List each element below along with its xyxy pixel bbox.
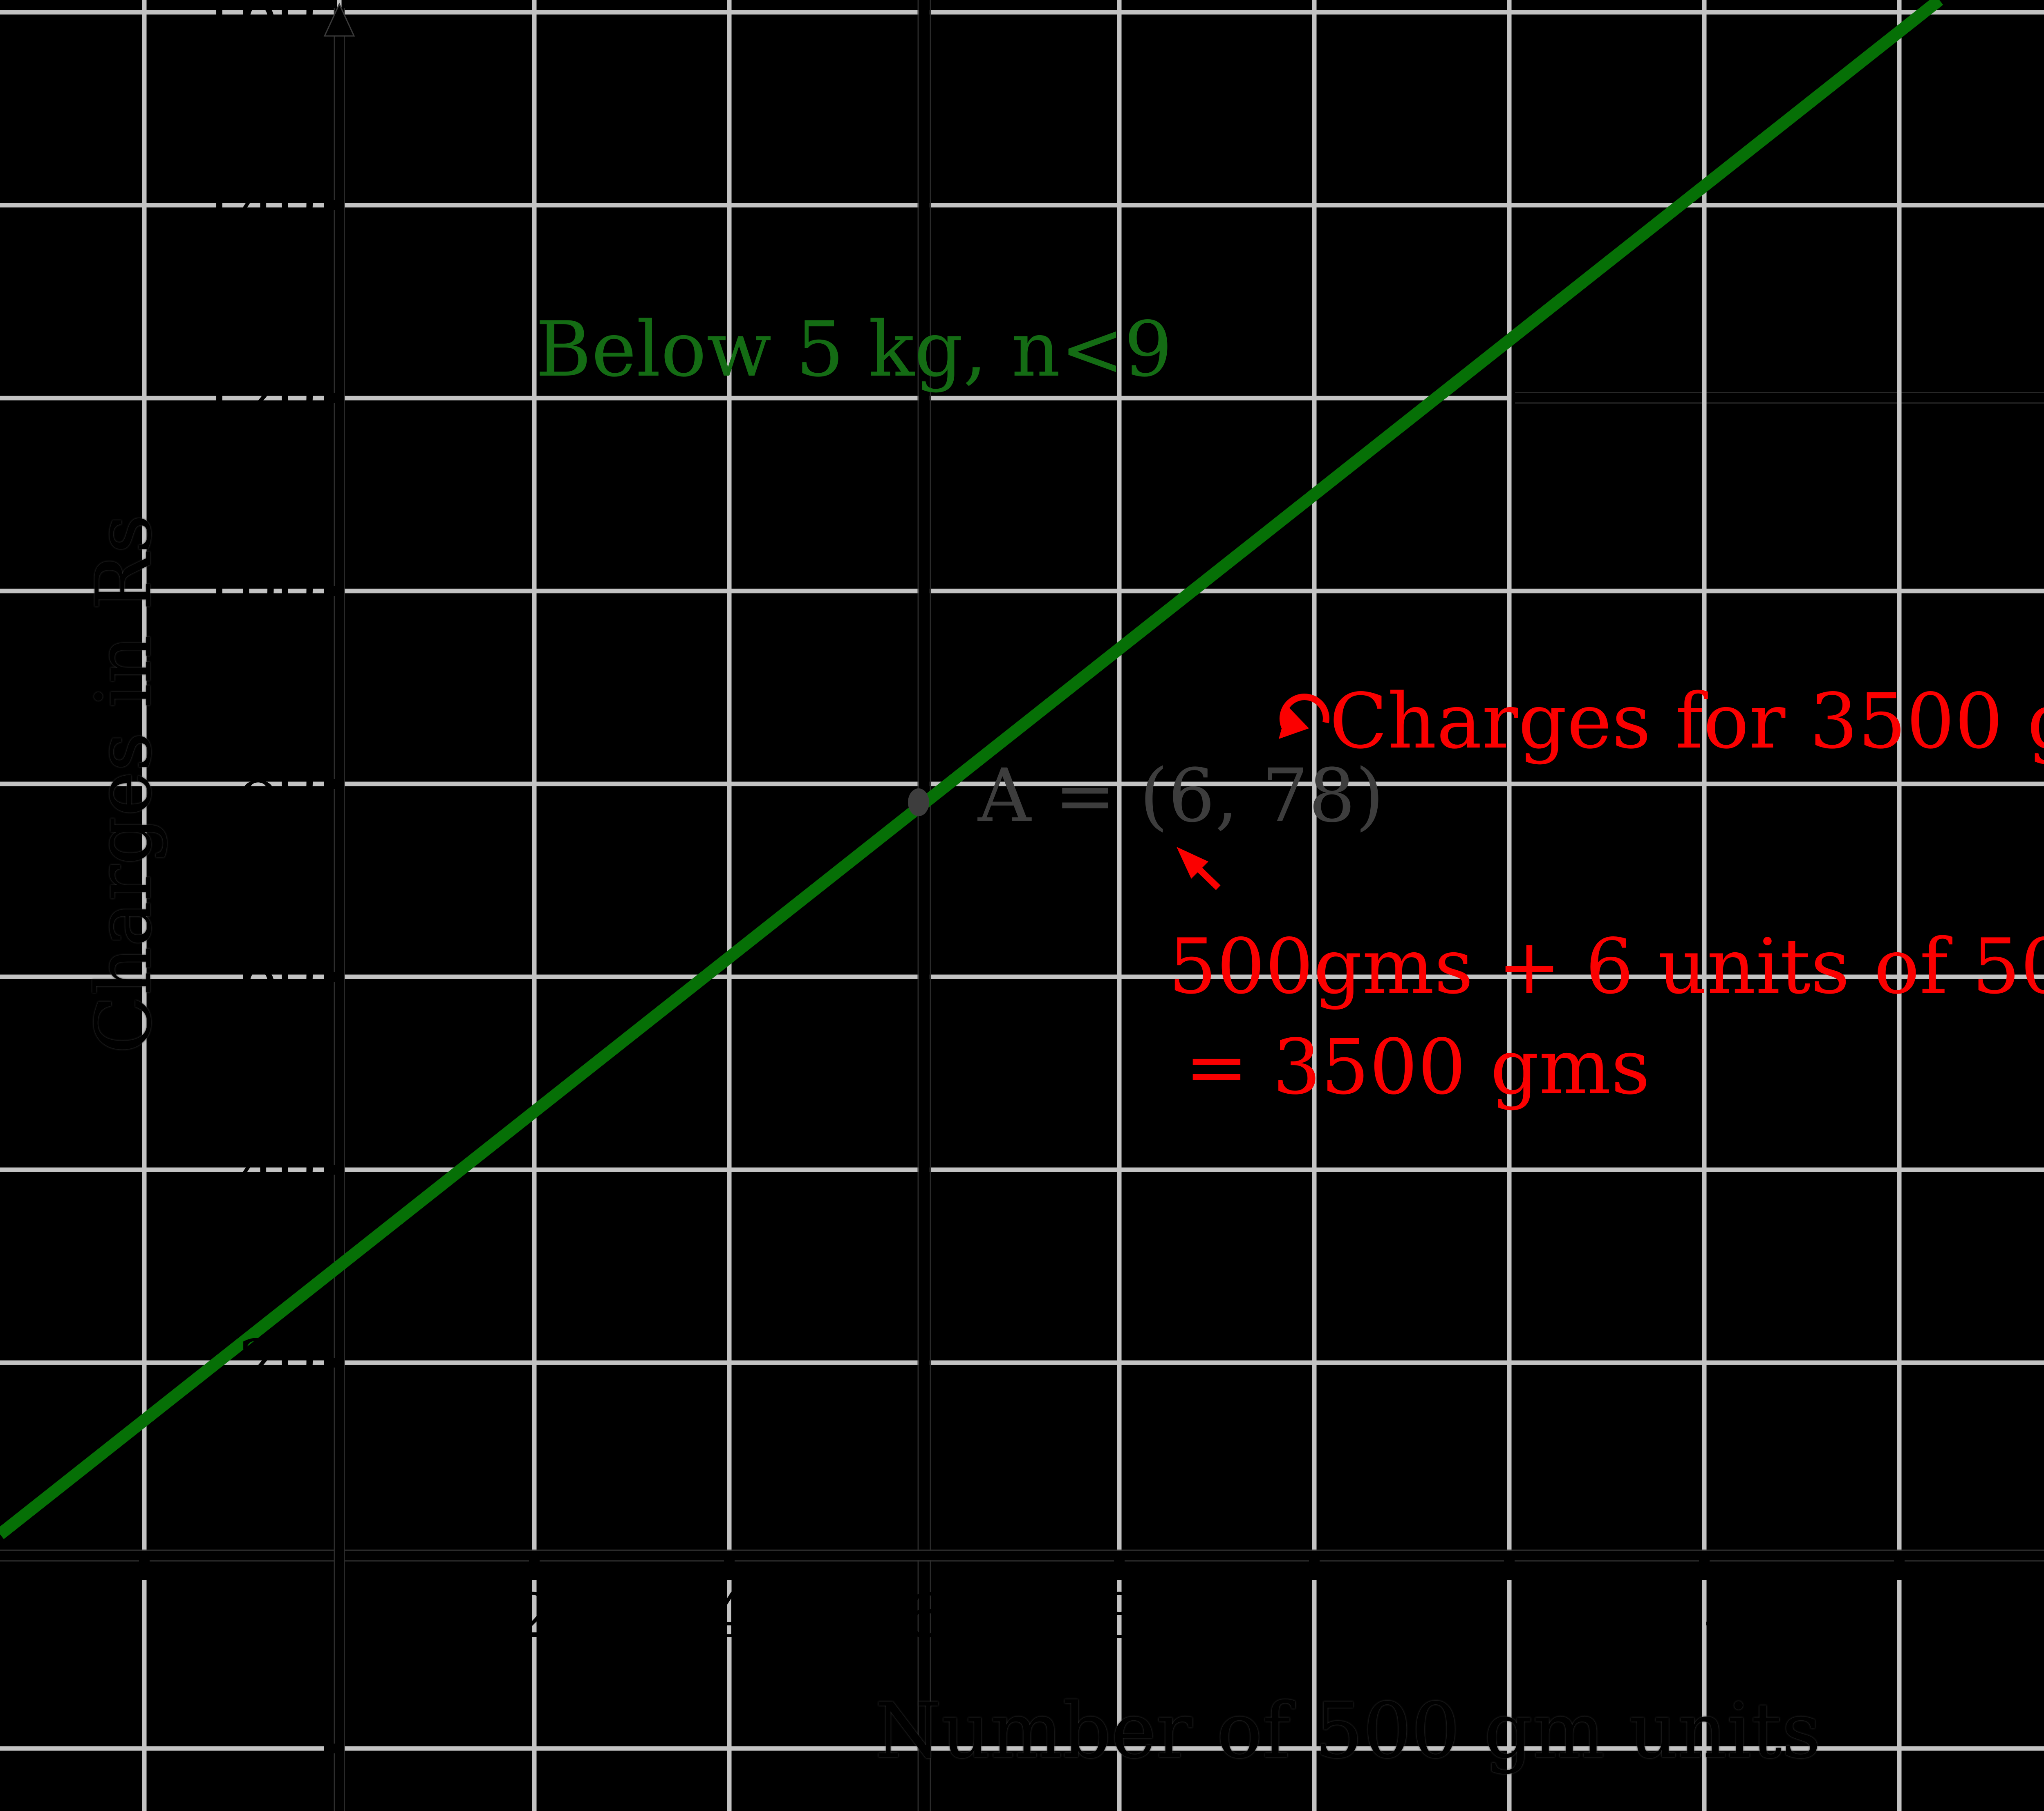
- y-axis-arrow-icon: [323, 2, 355, 37]
- y-tick-label: 40: [239, 1134, 317, 1205]
- y-tick-label: 160: [199, 0, 317, 48]
- y-axis: [323, 2, 355, 1811]
- helper-line-x6: [917, 0, 931, 1811]
- x-axis-ticks: [139, 1552, 1905, 1580]
- x-tick-label: 18: [2033, 1586, 2044, 1647]
- green-charges-line: [0, 0, 1943, 1539]
- x-tick-label: 12: [1470, 1581, 1549, 1652]
- grid-vertical-lines: [142, 0, 1902, 1811]
- y-axis-title: Charges in Rs: [79, 514, 168, 1054]
- x-tick-label: 16: [1860, 1581, 1939, 1652]
- x-axis: [0, 1549, 2044, 1580]
- point-a-label: A = (6, 78): [978, 753, 1384, 839]
- x-tick-label: 14: [1665, 1581, 1744, 1652]
- equals-annotation: = 3500 gms: [1185, 1023, 1650, 1111]
- y-tick-label: 60: [239, 941, 317, 1012]
- helper-segment-y120: [1511, 392, 2044, 404]
- x-tick-label: 10: [1275, 1581, 1354, 1652]
- sum-annotation: 500gms + 6 units of 500gms: [1168, 922, 2044, 1011]
- y-axis-ticks: [324, 200, 339, 1753]
- y-tick-label: 100: [199, 555, 317, 627]
- red-arrow-curved-icon: [1279, 694, 1329, 739]
- x-tick-label: 2: [515, 1581, 554, 1652]
- x-tick-label: 6: [905, 1581, 944, 1652]
- point-a-dot: [908, 788, 929, 816]
- x-tick-label: 4: [710, 1581, 749, 1652]
- x-tick-label: 8: [1100, 1581, 1139, 1652]
- y-tick-label: 140: [199, 170, 317, 241]
- x-axis-title: Number of 500 gm units: [875, 1686, 1821, 1775]
- y-tick-label: 20: [239, 1327, 317, 1398]
- charges-annotation: Charges for 3500 gms: [1329, 677, 2044, 766]
- grid-horizontal-lines: [0, 10, 2044, 1751]
- red-arrow-straight-icon: [1177, 847, 1221, 890]
- y-tick-label: 120: [199, 363, 317, 434]
- green-line-label: Below 5 kg, n<9: [536, 305, 1173, 394]
- y-tick-label: 80: [239, 748, 317, 819]
